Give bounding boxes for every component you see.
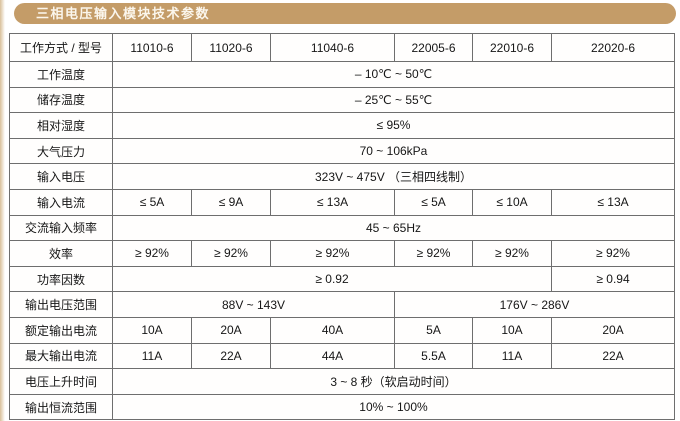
header-cell-model: 22020-6 — [551, 33, 675, 62]
row-label: 功率因数 — [9, 265, 113, 293]
row-value: 11A — [472, 342, 552, 370]
row-value: ≥ 92% — [551, 240, 675, 267]
row-label: 额定输出电流 — [9, 316, 113, 344]
row-value: ≤ 13A — [270, 188, 395, 216]
table-row: 电压上升时间 3 ~ 8 秒（软启动时间） — [9, 368, 675, 395]
row-value: 10A — [472, 316, 552, 344]
row-value: 5A — [394, 316, 473, 344]
row-label: 输出电压范围 — [9, 291, 113, 318]
row-value: 10A — [112, 316, 192, 344]
table-row: 储存温度 – 25℃ ~ 55℃ — [9, 86, 675, 114]
row-value: 20A — [191, 316, 271, 344]
row-value: ≥ 92% — [472, 240, 552, 267]
row-value: – 25℃ ~ 55℃ — [112, 86, 675, 114]
table-row: 输出电压范围 88V ~ 143V 176V ~ 286V — [9, 291, 675, 318]
spec-table: 工作方式 / 型号 11010-6 11020-6 11040-6 22005-… — [9, 33, 675, 421]
table-row: 相对湿度 ≤ 95% — [9, 112, 675, 139]
row-value: ≤ 5A — [394, 188, 473, 216]
table-row: 工作温度 – 10℃ ~ 50℃ — [9, 61, 675, 88]
row-value: ≤ 5A — [112, 188, 192, 216]
row-value: 22A — [191, 342, 271, 370]
row-value: 10% ~ 100% — [112, 393, 675, 421]
header-cell-model: 22010-6 — [472, 33, 552, 62]
row-label: 最大输出电流 — [9, 342, 113, 370]
row-label: 储存温度 — [9, 86, 113, 114]
row-value: 3 ~ 8 秒（软启动时间） — [112, 368, 675, 395]
row-value: ≥ 92% — [394, 240, 473, 267]
table-row: 输入电压 323V ~ 475V （三相四线制） — [9, 163, 675, 190]
header-cell-model: 11010-6 — [112, 33, 192, 62]
row-value: ≥ 92% — [112, 240, 192, 267]
header-cell-model: 11020-6 — [191, 33, 271, 62]
row-value: 44A — [270, 342, 395, 370]
row-value: 176V ~ 286V — [394, 291, 675, 318]
row-value: 45 ~ 65Hz — [112, 214, 675, 242]
table-row: 输入电流 ≤ 5A ≤ 9A ≤ 13A ≤ 5A ≤ 10A ≤ 13A — [9, 188, 675, 216]
row-value: 88V ~ 143V — [112, 291, 395, 318]
header-cell-mode-model: 工作方式 / 型号 — [9, 33, 113, 62]
row-value: ≥ 0.94 — [551, 265, 675, 293]
row-value: 70 ~ 106kPa — [112, 137, 675, 165]
row-value: ≤ 10A — [472, 188, 552, 216]
row-label: 输入电流 — [9, 188, 113, 216]
row-label: 效率 — [9, 240, 113, 267]
row-value: 20A — [551, 316, 675, 344]
row-label: 输出恒流范围 — [9, 393, 113, 421]
table-row: 大气压力 70 ~ 106kPa — [9, 137, 675, 165]
row-value: ≤ 95% — [112, 112, 675, 139]
row-label: 输入电压 — [9, 163, 113, 190]
row-value: 323V ~ 475V （三相四线制） — [112, 163, 675, 190]
row-value: 40A — [270, 316, 395, 344]
page-title: 三相电压输入模块技术参数 — [14, 3, 676, 24]
row-value: 5.5A — [394, 342, 473, 370]
row-label: 大气压力 — [9, 137, 113, 165]
table-row: 功率因数 ≥ 0.92 ≥ 0.94 — [9, 265, 675, 293]
row-value: ≤ 9A — [191, 188, 271, 216]
header-cell-model: 11040-6 — [270, 33, 395, 62]
table-header-row: 工作方式 / 型号 11010-6 11020-6 11040-6 22005-… — [9, 33, 675, 62]
row-value: ≥ 0.92 — [112, 265, 552, 293]
table-row: 效率 ≥ 92% ≥ 92% ≥ 92% ≥ 92% ≥ 92% ≥ 92% — [9, 240, 675, 267]
row-value: 22A — [551, 342, 675, 370]
spec-table-body: 工作温度 – 10℃ ~ 50℃ 储存温度 – 25℃ ~ 55℃ 相对湿度 ≤ 95% 大… — [9, 61, 675, 421]
row-value: – 10℃ ~ 50℃ — [112, 61, 675, 88]
table-row: 额定输出电流 10A 20A 40A 5A 10A 20A — [9, 316, 675, 344]
row-label: 交流输入频率 — [9, 214, 113, 242]
row-value: 11A — [112, 342, 192, 370]
row-value: ≥ 92% — [191, 240, 271, 267]
table-row: 最大输出电流 11A 22A 44A 5.5A 11A 22A — [9, 342, 675, 370]
row-value: ≥ 92% — [270, 240, 395, 267]
row-label: 电压上升时间 — [9, 368, 113, 395]
row-value: ≤ 13A — [551, 188, 675, 216]
table-row: 输出恒流范围 10% ~ 100% — [9, 393, 675, 421]
table-row: 交流输入频率 45 ~ 65Hz — [9, 214, 675, 242]
row-label: 相对湿度 — [9, 112, 113, 139]
row-label: 工作温度 — [9, 61, 113, 88]
page-edge-stripe — [0, 0, 5, 421]
header-cell-model: 22005-6 — [394, 33, 473, 62]
